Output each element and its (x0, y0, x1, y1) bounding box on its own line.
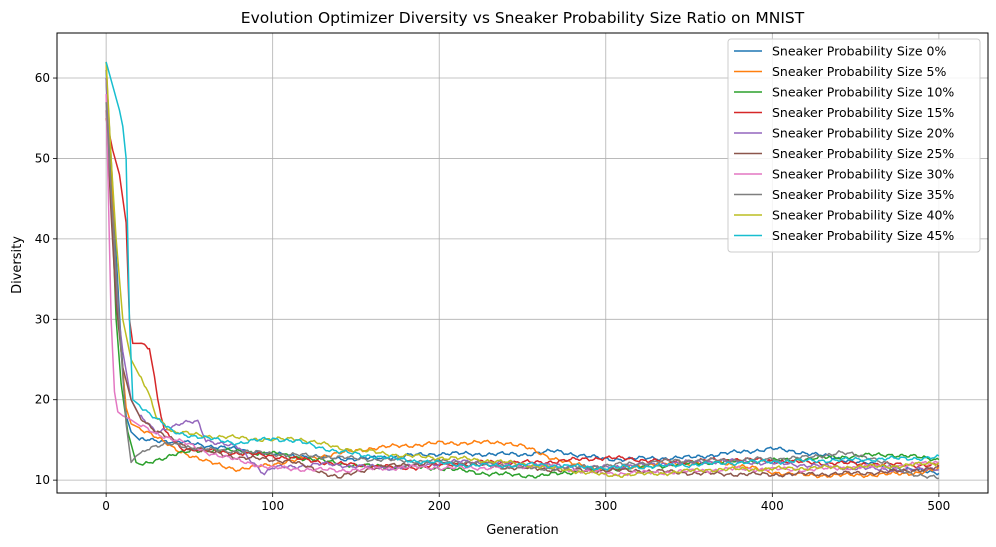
legend-label: Sneaker Probability Size 25% (772, 146, 954, 161)
x-tick-label: 500 (927, 499, 950, 513)
series-line (105, 94, 939, 477)
x-axis-label: Generation (486, 523, 559, 538)
x-tick-label: 300 (594, 499, 617, 513)
x-tick-label: 400 (761, 499, 784, 513)
legend-label: Sneaker Probability Size 30% (772, 167, 954, 182)
y-tick-label: 50 (35, 151, 50, 165)
x-tick-label: 200 (428, 499, 451, 513)
legend-label: Sneaker Probability Size 45% (772, 228, 954, 243)
axis-ticks: 0 100 200 300 400 500 10 20 30 40 50 60 (35, 71, 951, 513)
series-line (105, 69, 940, 476)
y-tick-label: 10 (35, 473, 50, 487)
legend-label: Sneaker Probability Size 10% (772, 85, 954, 100)
legend-label: Sneaker Probability Size 5% (772, 64, 946, 79)
series-line (105, 102, 939, 480)
y-tick-label: 30 (35, 312, 50, 326)
x-tick-label: 100 (261, 499, 284, 513)
y-axis-label: Diversity (10, 236, 25, 294)
y-tick-label: 20 (35, 393, 50, 407)
series-group (105, 61, 940, 480)
legend-label: Sneaker Probability Size 40% (772, 208, 954, 223)
series-line (105, 61, 940, 471)
legend-label: Sneaker Probability Size 15% (772, 105, 954, 120)
legend-box (727, 38, 981, 253)
plot-area-frame (56, 32, 989, 494)
legend: Sneaker Probability Size 0% Sneaker Proba… (727, 38, 981, 253)
legend-label: Sneaker Probability Size 20% (772, 126, 954, 141)
legend-label: Sneaker Probability Size 0% (772, 44, 946, 59)
x-tick-label: 0 (102, 499, 110, 513)
y-tick-label: 60 (35, 71, 50, 85)
y-tick-label: 40 (35, 232, 50, 246)
chart-title: Evolution Optimizer Diversity vs Sneaker… (241, 9, 805, 27)
legend-label: Sneaker Probability Size 35% (772, 187, 954, 202)
series-line (105, 61, 940, 478)
